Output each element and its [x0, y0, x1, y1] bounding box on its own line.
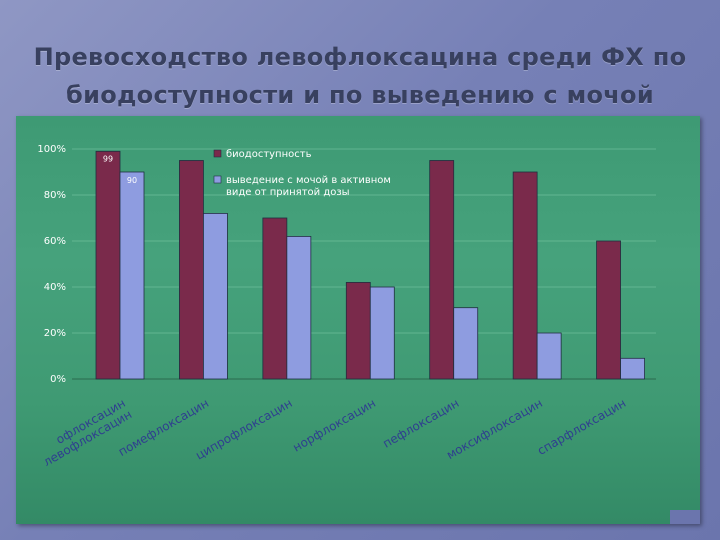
bar-urine-excretion — [453, 307, 479, 380]
slide-title-line2: биодоступности и по выведению с мочой — [66, 81, 654, 109]
y-tick-label: 0% — [50, 374, 66, 385]
bar-urine-excretion — [369, 286, 395, 380]
legend-label: виде от принятой дозы — [226, 187, 350, 198]
bar-bioavailability — [95, 150, 121, 380]
legend-label: биодоступность — [226, 149, 312, 160]
bar-urine-excretion — [286, 236, 312, 380]
bar-bioavailability — [179, 160, 204, 380]
y-tick-label: 60% — [44, 236, 66, 247]
bar-urine-excretion — [536, 332, 562, 380]
bar-bioavailability — [262, 217, 288, 380]
slide-title-line1: Превосходство левофлоксацина среди ФХ по — [33, 43, 687, 71]
y-tick-label: 100% — [37, 144, 66, 155]
slide-title: Превосходство левофлоксацина среди ФХ по… — [0, 38, 720, 114]
y-tick-label: 20% — [44, 328, 66, 339]
y-tick-label: 80% — [44, 190, 66, 201]
bar-bioavailability — [345, 281, 371, 380]
x-tick-label: спарфлоксацин — [535, 396, 628, 458]
legend-swatch — [213, 149, 222, 158]
legend-label: выведение с мочой в активном — [226, 175, 391, 186]
chart-panel: 0% 20% 40% 60% 80% 100% 99 90 офлоксацин левофлок… — [16, 116, 700, 524]
bar-bioavailability — [512, 171, 538, 380]
y-tick-label: 40% — [44, 282, 66, 293]
bar-chart: 0%20%40%60%80%100%9990офлоксацинлевофлок… — [37, 144, 656, 469]
data-label: 99 — [103, 154, 113, 163]
bar-bioavailability — [596, 240, 621, 380]
bar-urine-excretion — [203, 213, 228, 380]
x-tick-label: норфлоксацин — [290, 396, 378, 455]
legend-swatch — [213, 175, 222, 184]
bar-bioavailability — [429, 160, 455, 380]
data-label: 90 — [127, 176, 137, 185]
x-tick-label: пефлоксацин — [380, 396, 461, 451]
bar-urine-excretion — [620, 357, 645, 380]
panel-corner — [670, 510, 700, 524]
bar-urine-excretion — [119, 171, 145, 380]
